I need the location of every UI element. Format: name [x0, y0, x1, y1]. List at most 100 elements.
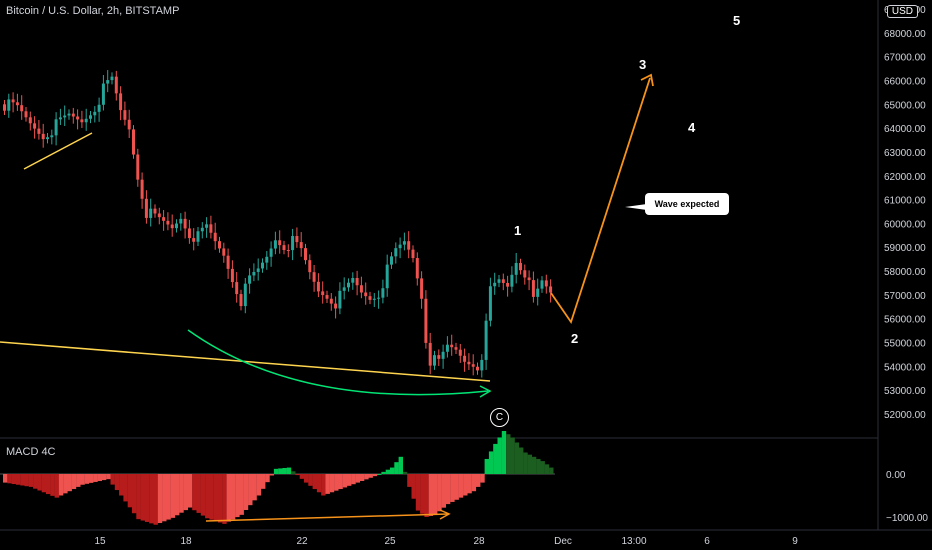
- candle-body: [364, 292, 368, 297]
- macd-bar: [316, 474, 322, 493]
- green-curve-arrow: [187, 329, 489, 396]
- candle-body: [235, 282, 239, 295]
- macd-bar: [80, 474, 85, 485]
- macd-tick-label: −1000.00: [886, 513, 928, 524]
- candle-body: [213, 232, 217, 242]
- candle-body: [368, 296, 372, 300]
- currency-badge[interactable]: USD: [886, 5, 918, 18]
- candle-body: [433, 355, 436, 366]
- candle-body: [183, 218, 187, 229]
- macd-bar: [437, 474, 442, 512]
- candle-body: [196, 231, 200, 242]
- orange-arrow-head: [640, 73, 654, 87]
- candle-body: [209, 224, 213, 233]
- macd-bar: [381, 471, 386, 474]
- candle-body: [308, 260, 312, 273]
- macd-bar: [230, 474, 236, 520]
- macd-bar: [377, 474, 382, 475]
- macd-bar: [213, 474, 219, 522]
- macd-bar: [355, 474, 360, 483]
- macd-bar: [205, 474, 210, 519]
- macd-bar: [179, 474, 184, 513]
- wave-label-1: 1: [514, 223, 522, 238]
- macd-bar: [312, 474, 317, 490]
- candle-body: [252, 271, 256, 276]
- candle-body: [329, 298, 333, 304]
- macd-bar: [157, 474, 163, 524]
- candle-body: [149, 208, 153, 218]
- macd-bar: [46, 474, 51, 495]
- candle-body: [420, 278, 424, 299]
- candle-body: [381, 288, 385, 298]
- candle-body: [11, 99, 15, 103]
- macd-bar: [110, 474, 115, 485]
- y-tick-label: 56000.00: [884, 315, 926, 326]
- macd-bar: [93, 474, 98, 482]
- candle-body: [248, 275, 252, 284]
- macd-bar: [106, 474, 111, 480]
- macd-bar: [295, 474, 300, 476]
- candle-body: [497, 279, 501, 283]
- y-tick-label: 58000.00: [884, 267, 926, 278]
- macd-bar: [269, 474, 274, 476]
- macd-bar: [166, 474, 171, 520]
- candle-body: [106, 80, 110, 84]
- candle-body: [226, 255, 230, 269]
- macd-bar: [136, 474, 141, 520]
- macd-bar: [467, 474, 472, 494]
- macd-bar: [11, 474, 16, 485]
- macd-bar: [424, 474, 429, 517]
- macd-bar: [523, 452, 528, 474]
- candle-body: [89, 115, 92, 119]
- macd-bar: [536, 458, 541, 474]
- y-tick-label: 54000.00: [884, 362, 926, 373]
- candle-body: [200, 227, 204, 232]
- macd-bar: [458, 474, 464, 498]
- candle-body: [342, 287, 346, 291]
- candle-body: [93, 111, 97, 116]
- macd-bar: [488, 451, 494, 474]
- candle-body: [476, 366, 479, 371]
- macd-bar: [390, 467, 395, 474]
- macd-bar: [359, 474, 365, 481]
- macd-bar: [218, 474, 223, 523]
- y-tick-label: 59000.00: [884, 243, 926, 254]
- x-tick-label: 28: [473, 536, 485, 547]
- y-tick-label: 53000.00: [884, 386, 926, 397]
- macd-bar: [114, 474, 120, 491]
- candle-body: [334, 303, 338, 309]
- candle-body: [114, 76, 118, 94]
- macd-bar: [273, 468, 279, 474]
- macd-bar: [119, 474, 124, 496]
- y-tick-label: 63000.00: [884, 148, 926, 159]
- candle-body: [394, 248, 398, 257]
- candle-body: [480, 359, 484, 371]
- candle-body: [162, 217, 166, 221]
- candle-body: [385, 264, 389, 289]
- macd-bar: [265, 474, 270, 483]
- macd-bar: [308, 474, 313, 486]
- y-tick-label: 67000.00: [884, 53, 926, 64]
- macd-bar: [282, 467, 287, 474]
- candle-body: [519, 263, 522, 271]
- x-tick-label: 18: [180, 536, 192, 547]
- macd-bar: [196, 474, 201, 513]
- macd-bar: [299, 474, 305, 479]
- candle-body: [402, 241, 406, 245]
- candle-body: [501, 279, 505, 283]
- candle-body: [347, 282, 350, 288]
- orange-divergence-arrow: [439, 509, 451, 520]
- wave-label-4: 4: [688, 120, 696, 135]
- macd-bar: [407, 474, 412, 487]
- candle-body: [527, 277, 531, 281]
- candle-body: [7, 99, 11, 111]
- macd-bar: [248, 474, 253, 506]
- macd-bar: [420, 474, 425, 514]
- candle-body: [33, 123, 37, 129]
- candle-body: [170, 224, 174, 229]
- macd-bar: [497, 437, 502, 474]
- y-tick-label: 55000.00: [884, 339, 926, 350]
- x-tick-label: 6: [704, 536, 710, 547]
- candle-body: [205, 224, 209, 228]
